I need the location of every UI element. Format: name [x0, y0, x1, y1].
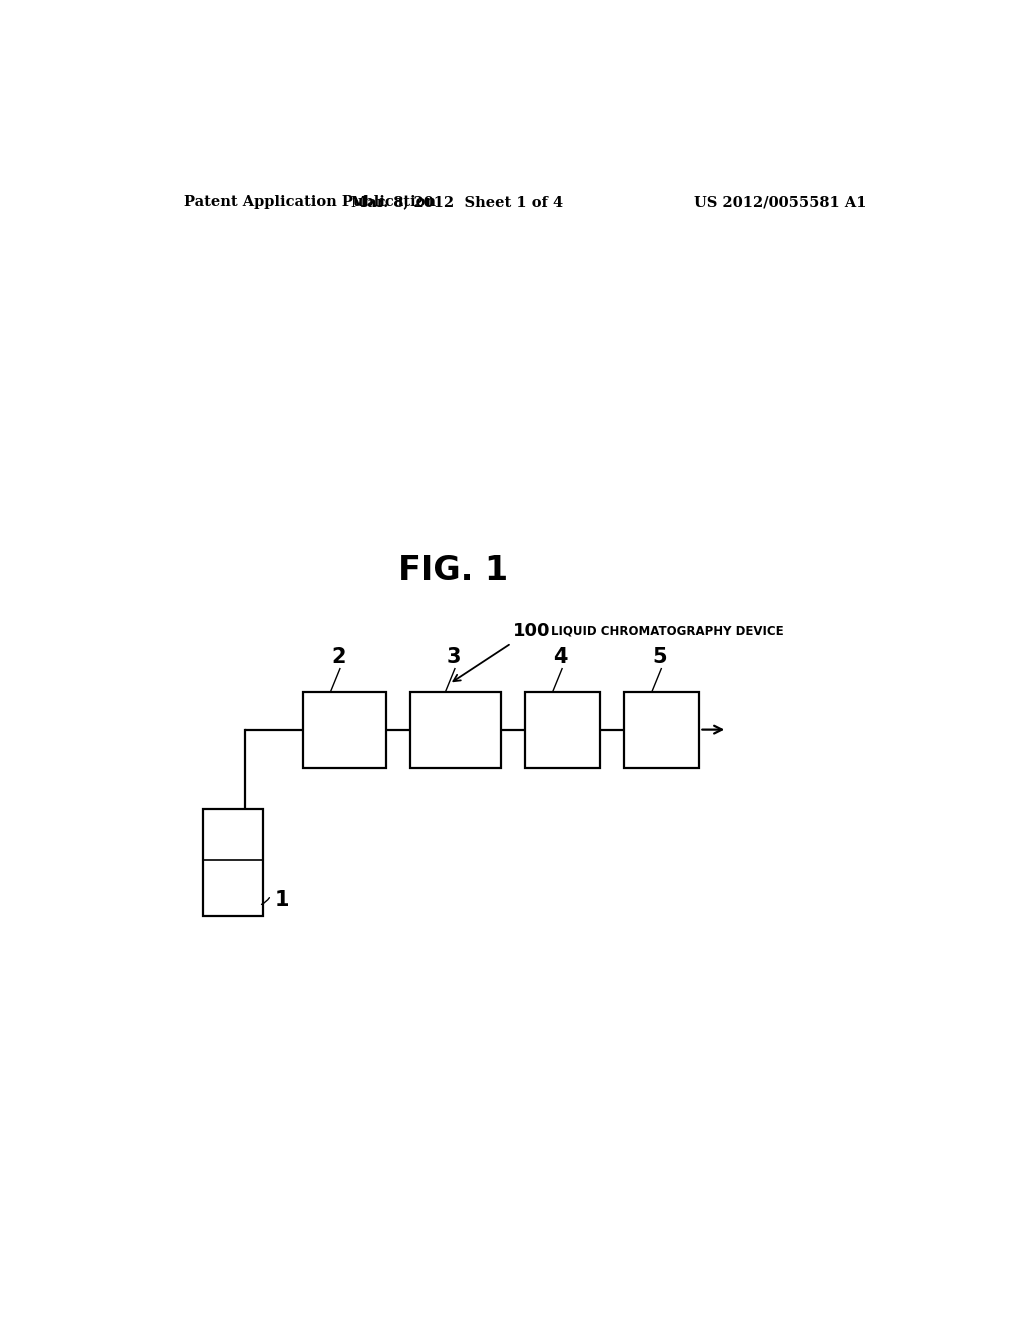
Bar [204, 809, 263, 916]
Text: 3: 3 [446, 647, 461, 667]
Text: Mar. 8, 2012  Sheet 1 of 4: Mar. 8, 2012 Sheet 1 of 4 [351, 195, 563, 209]
Text: 1: 1 [274, 891, 290, 911]
Text: Patent Application Publication: Patent Application Publication [183, 195, 435, 209]
Bar [303, 692, 386, 768]
Text: LIQUID CHROMATOGRAPHY DEVICE: LIQUID CHROMATOGRAPHY DEVICE [551, 624, 783, 638]
Text: FIG. 1: FIG. 1 [398, 553, 509, 586]
Text: 2: 2 [331, 647, 345, 667]
Bar [410, 692, 501, 768]
Text: 4: 4 [553, 647, 567, 667]
Text: 100: 100 [513, 622, 550, 640]
Text: US 2012/0055581 A1: US 2012/0055581 A1 [693, 195, 866, 209]
Bar [524, 692, 600, 768]
Text: 5: 5 [652, 647, 667, 667]
Bar [624, 692, 699, 768]
